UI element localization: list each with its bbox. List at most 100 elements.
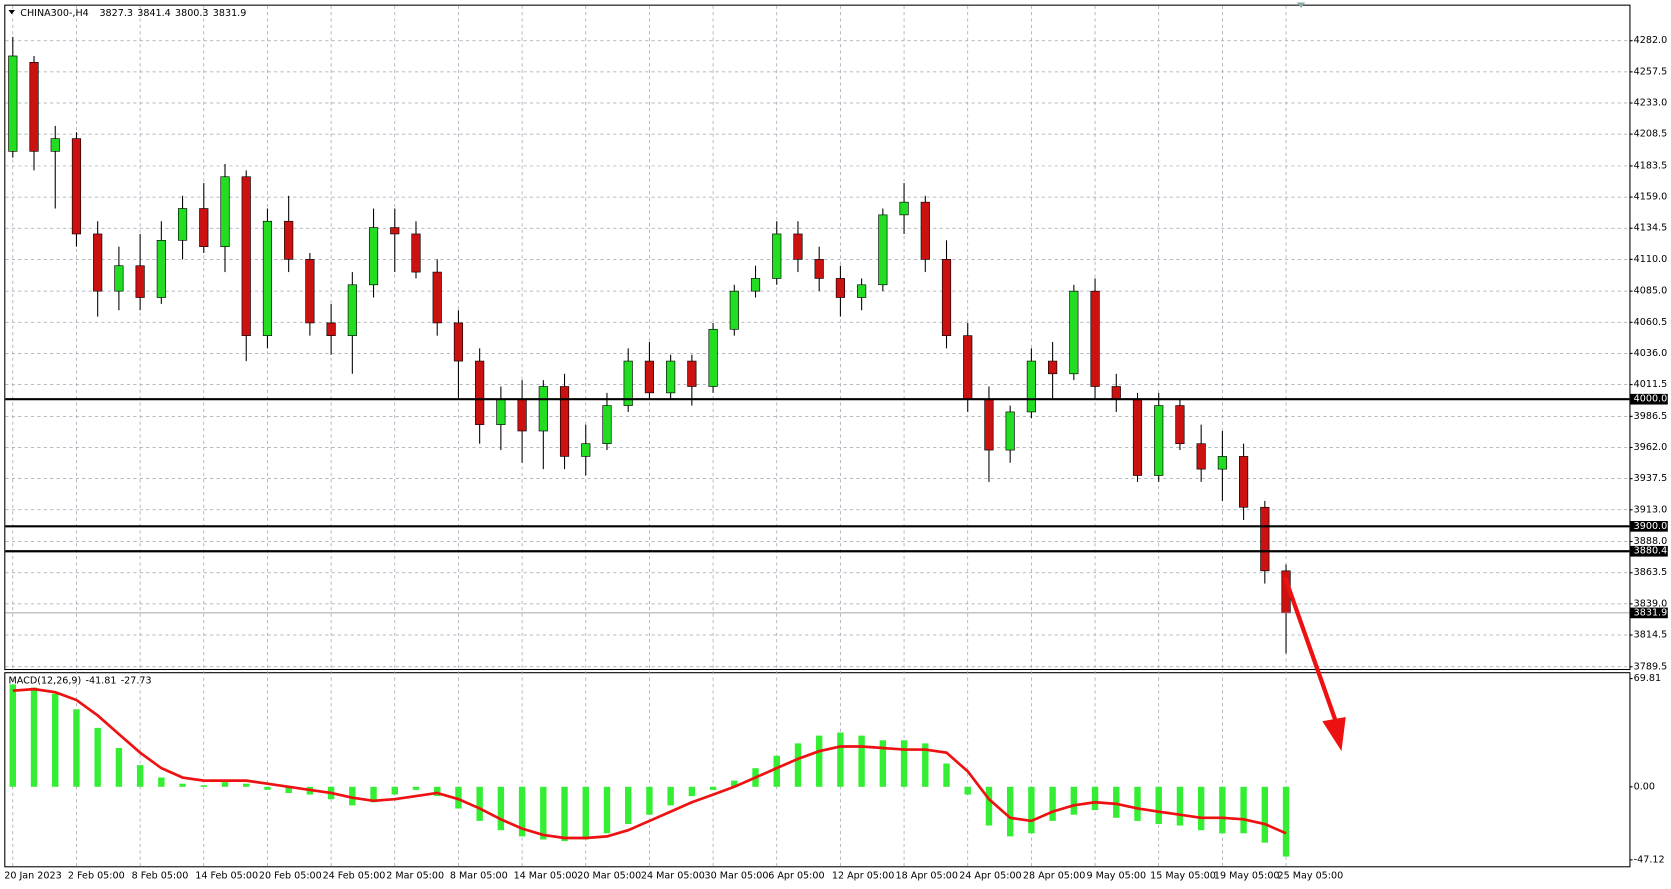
candle-body — [326, 322, 336, 336]
candle-body — [241, 176, 251, 336]
histogram-bar — [455, 786, 462, 809]
histogram-bar — [561, 786, 568, 842]
candle-body — [284, 220, 294, 260]
x-tick-label: 25 May 05:00 — [1278, 870, 1344, 881]
y-tick-label: 0.00 — [1634, 781, 1655, 792]
x-tick-label: 2 Mar 05:00 — [386, 870, 444, 881]
y-tick-label: -47.12 — [1634, 854, 1665, 865]
histogram-bar — [731, 780, 738, 787]
histogram-bar — [964, 786, 971, 795]
histogram-bar — [1176, 786, 1184, 826]
candle-body — [814, 259, 824, 279]
histogram-bar — [200, 785, 207, 787]
macd-frame — [4, 672, 1631, 868]
histogram-bar — [285, 786, 292, 793]
histogram-bar — [1049, 786, 1056, 821]
symbol: CHINA300-,H4 — [20, 8, 89, 19]
y-tick-label: 3888.0 — [1634, 536, 1668, 547]
y-tick-label: 4011.5 — [1634, 379, 1668, 390]
histogram-bar — [1028, 786, 1035, 834]
macd-header: MACD(12,26,9) -41.81 -27.73 — [9, 675, 152, 686]
y-tick-label: 3814.5 — [1634, 630, 1668, 641]
header-value: -41.81 — [86, 675, 117, 686]
histogram-bar — [412, 786, 420, 790]
histogram-bar — [603, 786, 611, 834]
histogram-bar — [985, 786, 993, 826]
x-tick-label: 28 Apr 05:00 — [1023, 870, 1085, 881]
candle-body — [71, 138, 82, 235]
histogram-bar — [858, 735, 865, 787]
histogram-bar — [1091, 786, 1099, 811]
histogram-bar — [646, 786, 653, 815]
histogram-bar — [497, 786, 505, 831]
candle-body — [432, 271, 442, 324]
candle-body — [29, 62, 39, 152]
candle-body — [347, 284, 357, 336]
histogram-bar — [900, 740, 908, 787]
arrow — [1282, 576, 1346, 752]
y-tick-label: 3789.5 — [1634, 661, 1668, 672]
candle-body — [220, 176, 230, 247]
x-tick-label: 30 Mar 05:00 — [705, 870, 769, 881]
candle-body — [1217, 456, 1227, 470]
level-label-box — [1630, 393, 1668, 405]
candle-body — [623, 360, 633, 406]
candle-body — [708, 328, 718, 387]
y-tick-label: 4036.0 — [1634, 348, 1668, 359]
level-label: 4000.0 — [1634, 394, 1668, 405]
y-tick-label: 4233.0 — [1634, 98, 1668, 109]
candle-body — [390, 227, 400, 235]
histogram-bar — [1070, 786, 1078, 815]
candle-body — [156, 239, 166, 298]
y-tick-label: 4208.5 — [1634, 129, 1668, 140]
histogram-bar — [30, 687, 38, 787]
y-tick-label: 4257.5 — [1634, 66, 1668, 77]
y-tick-label: 4159.0 — [1634, 192, 1668, 203]
candle-body — [305, 259, 315, 324]
histogram-bar — [476, 786, 483, 821]
candle-body — [687, 360, 697, 387]
candle-body — [538, 386, 548, 432]
candle-body — [114, 265, 124, 292]
indicator-name: MACD(12,26,9) — [9, 675, 82, 686]
histogram-bar — [837, 732, 844, 787]
histogram-bar — [1197, 786, 1205, 831]
y-tick-label: 4134.5 — [1634, 223, 1668, 234]
candle-body — [602, 405, 612, 445]
histogram-bar — [1134, 786, 1141, 821]
candle-body — [453, 322, 464, 362]
histogram-bar — [815, 735, 823, 787]
candle-body — [177, 208, 188, 241]
histogram-bar — [943, 763, 950, 787]
histogram-bar — [922, 743, 929, 787]
candle-body — [8, 55, 18, 152]
candle-body — [984, 398, 994, 451]
histogram-bar — [709, 786, 717, 790]
menu-triangle — [8, 9, 15, 15]
candle-body — [644, 360, 655, 394]
y-tick-label: 3962.0 — [1634, 442, 1668, 453]
x-tick-label: 24 Apr 05:00 — [959, 870, 1021, 881]
histogram-bar — [73, 709, 80, 787]
candle-body — [666, 360, 676, 394]
x-tick-label: 14 Mar 05:00 — [514, 870, 578, 881]
x-tick-label: 15 May 05:00 — [1150, 870, 1216, 881]
histogram-bar — [221, 782, 229, 787]
histogram-bar — [879, 740, 887, 787]
plot-layer: 4282.0 4257.5 4233.0 4208.5 4183.5 4159.0 4134… — [4, 5, 1668, 881]
x-tick-label: 24 Mar 05:00 — [641, 870, 705, 881]
histogram-bar — [1282, 786, 1290, 857]
candle-body — [1090, 290, 1100, 387]
arrow-shaft — [1282, 576, 1340, 727]
candle-body — [920, 201, 930, 260]
y-tick-label: 4110.0 — [1634, 254, 1668, 265]
histogram-bar — [1219, 786, 1226, 834]
histogram-bar — [94, 727, 101, 787]
candle-body — [475, 360, 485, 425]
candle-body — [1132, 398, 1143, 476]
header-value: -27.73 — [121, 675, 152, 686]
histogram-bar — [52, 693, 59, 787]
histogram-bar — [1155, 786, 1162, 825]
header-value: 3831.9 — [213, 8, 247, 19]
